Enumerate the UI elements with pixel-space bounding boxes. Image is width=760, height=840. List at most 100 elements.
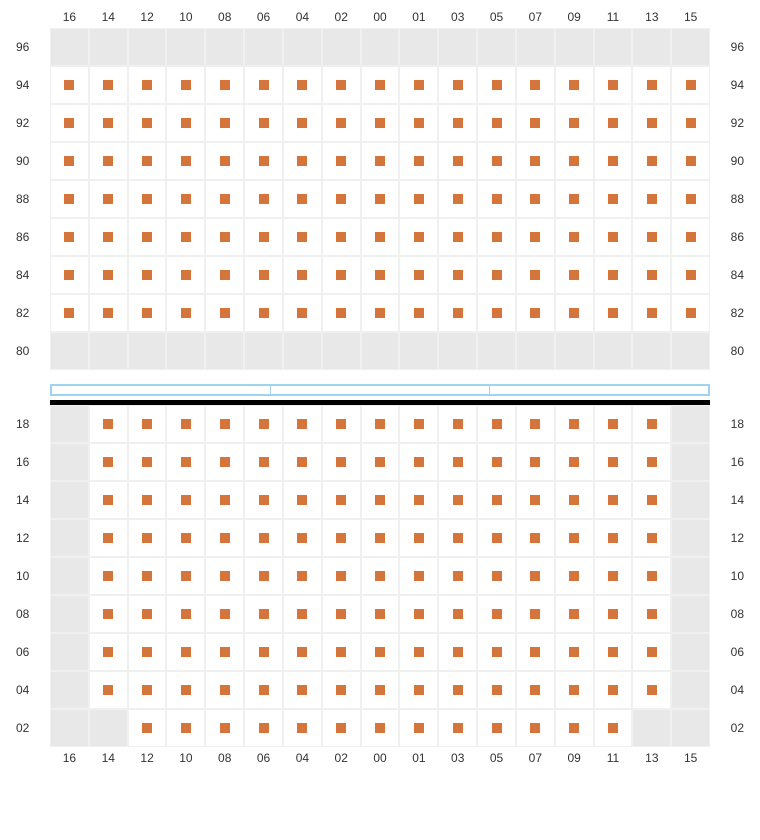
seat[interactable] xyxy=(89,443,128,481)
seat[interactable] xyxy=(438,218,477,256)
seat[interactable] xyxy=(594,443,633,481)
seat[interactable] xyxy=(399,595,438,633)
seat[interactable] xyxy=(50,218,89,256)
seat[interactable] xyxy=(477,633,516,671)
seat[interactable] xyxy=(361,405,400,443)
seat[interactable] xyxy=(50,294,89,332)
seat[interactable] xyxy=(399,557,438,595)
seat[interactable] xyxy=(594,671,633,709)
seat[interactable] xyxy=(632,443,671,481)
seat[interactable] xyxy=(399,519,438,557)
seat[interactable] xyxy=(128,443,167,481)
seat[interactable] xyxy=(594,104,633,142)
seat[interactable] xyxy=(632,294,671,332)
seat[interactable] xyxy=(283,142,322,180)
seat[interactable] xyxy=(516,519,555,557)
seat[interactable] xyxy=(361,671,400,709)
seat[interactable] xyxy=(555,519,594,557)
seat[interactable] xyxy=(516,595,555,633)
seat[interactable] xyxy=(399,180,438,218)
seat[interactable] xyxy=(671,294,710,332)
seat[interactable] xyxy=(555,180,594,218)
seat[interactable] xyxy=(322,294,361,332)
seat[interactable] xyxy=(399,142,438,180)
seat[interactable] xyxy=(205,256,244,294)
seat[interactable] xyxy=(89,66,128,104)
seat[interactable] xyxy=(322,443,361,481)
seat[interactable] xyxy=(166,405,205,443)
seat[interactable] xyxy=(594,481,633,519)
seat[interactable] xyxy=(283,633,322,671)
seat[interactable] xyxy=(361,481,400,519)
seat[interactable] xyxy=(128,180,167,218)
seat[interactable] xyxy=(322,633,361,671)
seat[interactable] xyxy=(166,481,205,519)
seat[interactable] xyxy=(283,180,322,218)
seat[interactable] xyxy=(244,218,283,256)
seat[interactable] xyxy=(516,104,555,142)
seat[interactable] xyxy=(477,405,516,443)
seat[interactable] xyxy=(516,405,555,443)
seat[interactable] xyxy=(244,104,283,142)
seat[interactable] xyxy=(671,66,710,104)
seat[interactable] xyxy=(128,519,167,557)
seat[interactable] xyxy=(516,142,555,180)
seat[interactable] xyxy=(322,405,361,443)
seat[interactable] xyxy=(89,405,128,443)
seat[interactable] xyxy=(516,671,555,709)
seat[interactable] xyxy=(89,519,128,557)
seat[interactable] xyxy=(166,519,205,557)
seat[interactable] xyxy=(438,633,477,671)
seat[interactable] xyxy=(555,104,594,142)
seat[interactable] xyxy=(166,142,205,180)
seat[interactable] xyxy=(555,256,594,294)
seat[interactable] xyxy=(89,671,128,709)
seat[interactable] xyxy=(361,557,400,595)
seat[interactable] xyxy=(128,671,167,709)
seat[interactable] xyxy=(166,104,205,142)
seat[interactable] xyxy=(399,405,438,443)
seat[interactable] xyxy=(399,633,438,671)
seat[interactable] xyxy=(477,709,516,747)
seat[interactable] xyxy=(322,218,361,256)
seat[interactable] xyxy=(438,519,477,557)
seat[interactable] xyxy=(361,180,400,218)
seat[interactable] xyxy=(632,557,671,595)
seat[interactable] xyxy=(516,709,555,747)
seat[interactable] xyxy=(322,180,361,218)
seat[interactable] xyxy=(438,142,477,180)
seat[interactable] xyxy=(516,256,555,294)
seat[interactable] xyxy=(166,671,205,709)
seat[interactable] xyxy=(244,633,283,671)
seat[interactable] xyxy=(205,104,244,142)
seat[interactable] xyxy=(361,142,400,180)
seat[interactable] xyxy=(205,633,244,671)
seat[interactable] xyxy=(671,142,710,180)
seat[interactable] xyxy=(283,671,322,709)
seat[interactable] xyxy=(322,481,361,519)
seat[interactable] xyxy=(50,256,89,294)
seat[interactable] xyxy=(50,66,89,104)
seat[interactable] xyxy=(322,557,361,595)
seat[interactable] xyxy=(477,595,516,633)
seat[interactable] xyxy=(516,218,555,256)
seat[interactable] xyxy=(244,595,283,633)
seat[interactable] xyxy=(399,671,438,709)
seat[interactable] xyxy=(399,443,438,481)
seat[interactable] xyxy=(322,66,361,104)
seat[interactable] xyxy=(399,66,438,104)
seat[interactable] xyxy=(361,709,400,747)
seat[interactable] xyxy=(166,595,205,633)
seat[interactable] xyxy=(166,557,205,595)
seat[interactable] xyxy=(89,142,128,180)
seat[interactable] xyxy=(361,294,400,332)
seat[interactable] xyxy=(205,443,244,481)
seat[interactable] xyxy=(50,104,89,142)
seat[interactable] xyxy=(128,66,167,104)
seat[interactable] xyxy=(361,104,400,142)
seat[interactable] xyxy=(128,256,167,294)
seat[interactable] xyxy=(166,633,205,671)
seat[interactable] xyxy=(632,66,671,104)
seat[interactable] xyxy=(594,218,633,256)
seat[interactable] xyxy=(399,709,438,747)
